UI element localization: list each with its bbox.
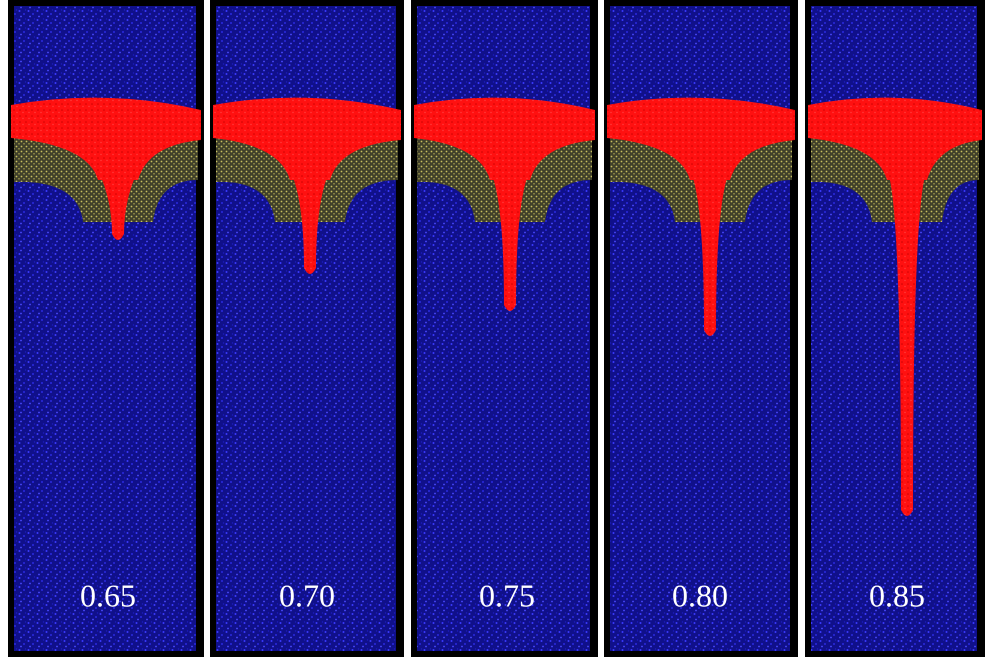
plume-tail xyxy=(290,170,330,274)
plume-head xyxy=(808,97,982,180)
plume-head xyxy=(11,97,201,180)
plume-tail xyxy=(98,170,138,240)
panel-label: 0.85 xyxy=(869,577,925,613)
plume-tail xyxy=(690,170,730,336)
panel-label: 0.70 xyxy=(279,577,335,613)
panel-label: 0.65 xyxy=(80,577,136,613)
panel-label: 0.80 xyxy=(672,577,728,613)
panel-label: 0.75 xyxy=(479,577,535,613)
plume-head xyxy=(213,97,401,180)
plume-tail xyxy=(887,170,927,516)
plume-tail xyxy=(490,170,530,311)
plume-head xyxy=(414,97,595,180)
plume-head xyxy=(607,97,795,180)
